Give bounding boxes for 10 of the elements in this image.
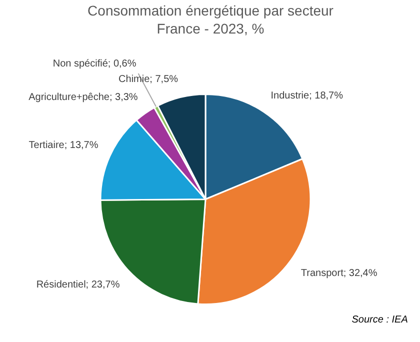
slice-label: Agriculture+pêche; 3,3% (28, 92, 138, 104)
source-note: Source : IEA (352, 314, 408, 326)
slice-label: Transport; 32,4% (300, 268, 378, 279)
slice-label: Chimie; 7,5% (118, 74, 178, 85)
slice-label: Tertiaire; 13,7% (28, 140, 98, 151)
slice-label: Industrie; 18,7% (270, 90, 344, 102)
chart-subtitle: France - 2023, % (156, 20, 264, 36)
slice-label: Résidentiel; 23,7% (36, 280, 120, 291)
slice-label: Non spécifié; 0,6% (52, 58, 136, 70)
chart-title: Consommation énergétique par secteur (88, 2, 334, 18)
